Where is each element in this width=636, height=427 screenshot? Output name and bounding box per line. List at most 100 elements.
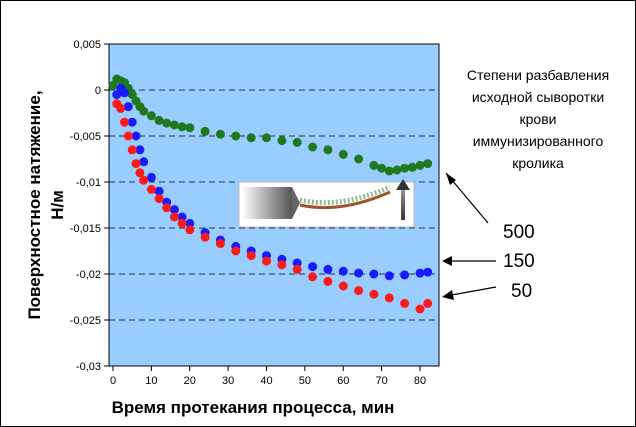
x-axis-title: Время протекания процесса, мин xyxy=(112,398,395,417)
tick-label-y: -0,025 xyxy=(70,315,101,327)
point-150 xyxy=(154,186,164,196)
point-50 xyxy=(338,281,348,291)
point-150 xyxy=(354,268,364,278)
point-50 xyxy=(262,256,271,266)
point-500 xyxy=(292,137,302,147)
y-axis-title-line1: Поверхностное натяжение, xyxy=(25,90,44,319)
point-500 xyxy=(231,131,241,141)
point-50 xyxy=(415,304,425,314)
point-50 xyxy=(139,175,149,185)
point-500 xyxy=(246,133,256,143)
tick-label-y: -0,005 xyxy=(70,131,101,143)
point-150 xyxy=(308,262,318,272)
point-50 xyxy=(215,239,225,249)
point-50 xyxy=(246,251,256,261)
point-500 xyxy=(215,129,225,139)
point-50 xyxy=(308,272,318,282)
point-500 xyxy=(354,154,364,164)
tick-label-x: 0 xyxy=(110,375,116,387)
point-500 xyxy=(377,163,387,173)
tick-label-x: 60 xyxy=(337,375,349,387)
point-500 xyxy=(277,136,287,146)
tick-label-x: 10 xyxy=(145,375,157,387)
point-150 xyxy=(338,266,348,276)
point-50 xyxy=(154,194,164,204)
point-50 xyxy=(400,298,410,308)
point-150 xyxy=(123,102,133,112)
point-50 xyxy=(135,168,145,178)
point-500 xyxy=(200,126,210,136)
point-50 xyxy=(127,145,137,155)
label-150: 150 xyxy=(503,251,535,272)
point-50 xyxy=(323,276,333,286)
point-500 xyxy=(407,162,417,172)
point-50 xyxy=(292,264,302,274)
legend-line-2: исходной сыворотки xyxy=(472,89,604,105)
tick-label-x: 20 xyxy=(184,375,196,387)
point-500 xyxy=(392,165,402,175)
tick-label-x: 50 xyxy=(299,375,311,387)
arrowhead-500 xyxy=(446,173,456,185)
point-50 xyxy=(369,289,379,299)
point-500 xyxy=(154,115,164,125)
point-150 xyxy=(146,172,156,182)
point-50 xyxy=(384,293,394,303)
label-500: 500 xyxy=(503,222,535,243)
point-150 xyxy=(169,205,179,215)
point-500 xyxy=(384,166,394,176)
point-150 xyxy=(384,271,394,281)
point-50 xyxy=(354,286,364,296)
point-150 xyxy=(423,267,433,277)
legend: Степени разбавления исходной сыворотки к… xyxy=(467,67,609,171)
point-500 xyxy=(146,111,156,121)
axis-labels: Время протекания процесса, мин Поверхнос… xyxy=(25,90,394,417)
point-50 xyxy=(131,159,141,169)
point-50 xyxy=(423,298,433,308)
tick-label-y: -0,03 xyxy=(76,361,101,373)
tick-label-x: 80 xyxy=(414,375,426,387)
point-50 xyxy=(177,218,187,228)
legend-line-5: кролика xyxy=(512,155,564,171)
point-50 xyxy=(200,232,210,242)
tick-label-x: 40 xyxy=(260,375,272,387)
point-500 xyxy=(262,133,271,143)
point-500 xyxy=(177,122,187,132)
tick-label-y: -0,02 xyxy=(76,269,101,281)
tick-label-x: 70 xyxy=(376,375,388,387)
tick-label-y: -0,01 xyxy=(76,177,101,189)
point-50 xyxy=(120,117,129,127)
arrowhead-150 xyxy=(442,256,452,266)
tick-label-y: -0,015 xyxy=(70,223,101,235)
legend-line-3: крови xyxy=(520,111,557,127)
label-50: 50 xyxy=(511,281,532,302)
point-150 xyxy=(127,117,137,127)
y-axis-title-line2: Н/м xyxy=(48,190,67,220)
surface-tension-illustration xyxy=(238,179,415,228)
legend-line-1: Степени разбавления xyxy=(467,67,609,83)
point-50 xyxy=(185,225,195,235)
tick-label-y: 0,005 xyxy=(73,39,101,51)
point-500 xyxy=(415,160,425,170)
point-500 xyxy=(369,160,379,170)
series-annotations: 500 150 50 xyxy=(442,172,535,302)
data-points xyxy=(108,74,433,314)
legend-line-4: иммунизированного xyxy=(473,133,604,149)
arrowhead-50 xyxy=(442,290,454,300)
tick-label-y: 0 xyxy=(95,85,101,97)
point-500 xyxy=(185,123,195,133)
point-500 xyxy=(423,159,433,169)
series-500 xyxy=(108,74,433,176)
point-500 xyxy=(162,118,172,128)
point-50 xyxy=(231,246,241,256)
point-500 xyxy=(323,145,333,155)
point-50 xyxy=(162,203,172,213)
tick-label-x: 30 xyxy=(222,375,234,387)
series-50 xyxy=(112,99,433,314)
point-500 xyxy=(139,106,149,116)
point-500 xyxy=(169,120,179,130)
point-150 xyxy=(139,157,149,167)
point-150 xyxy=(323,264,333,274)
point-50 xyxy=(123,131,133,141)
point-50 xyxy=(169,212,179,222)
